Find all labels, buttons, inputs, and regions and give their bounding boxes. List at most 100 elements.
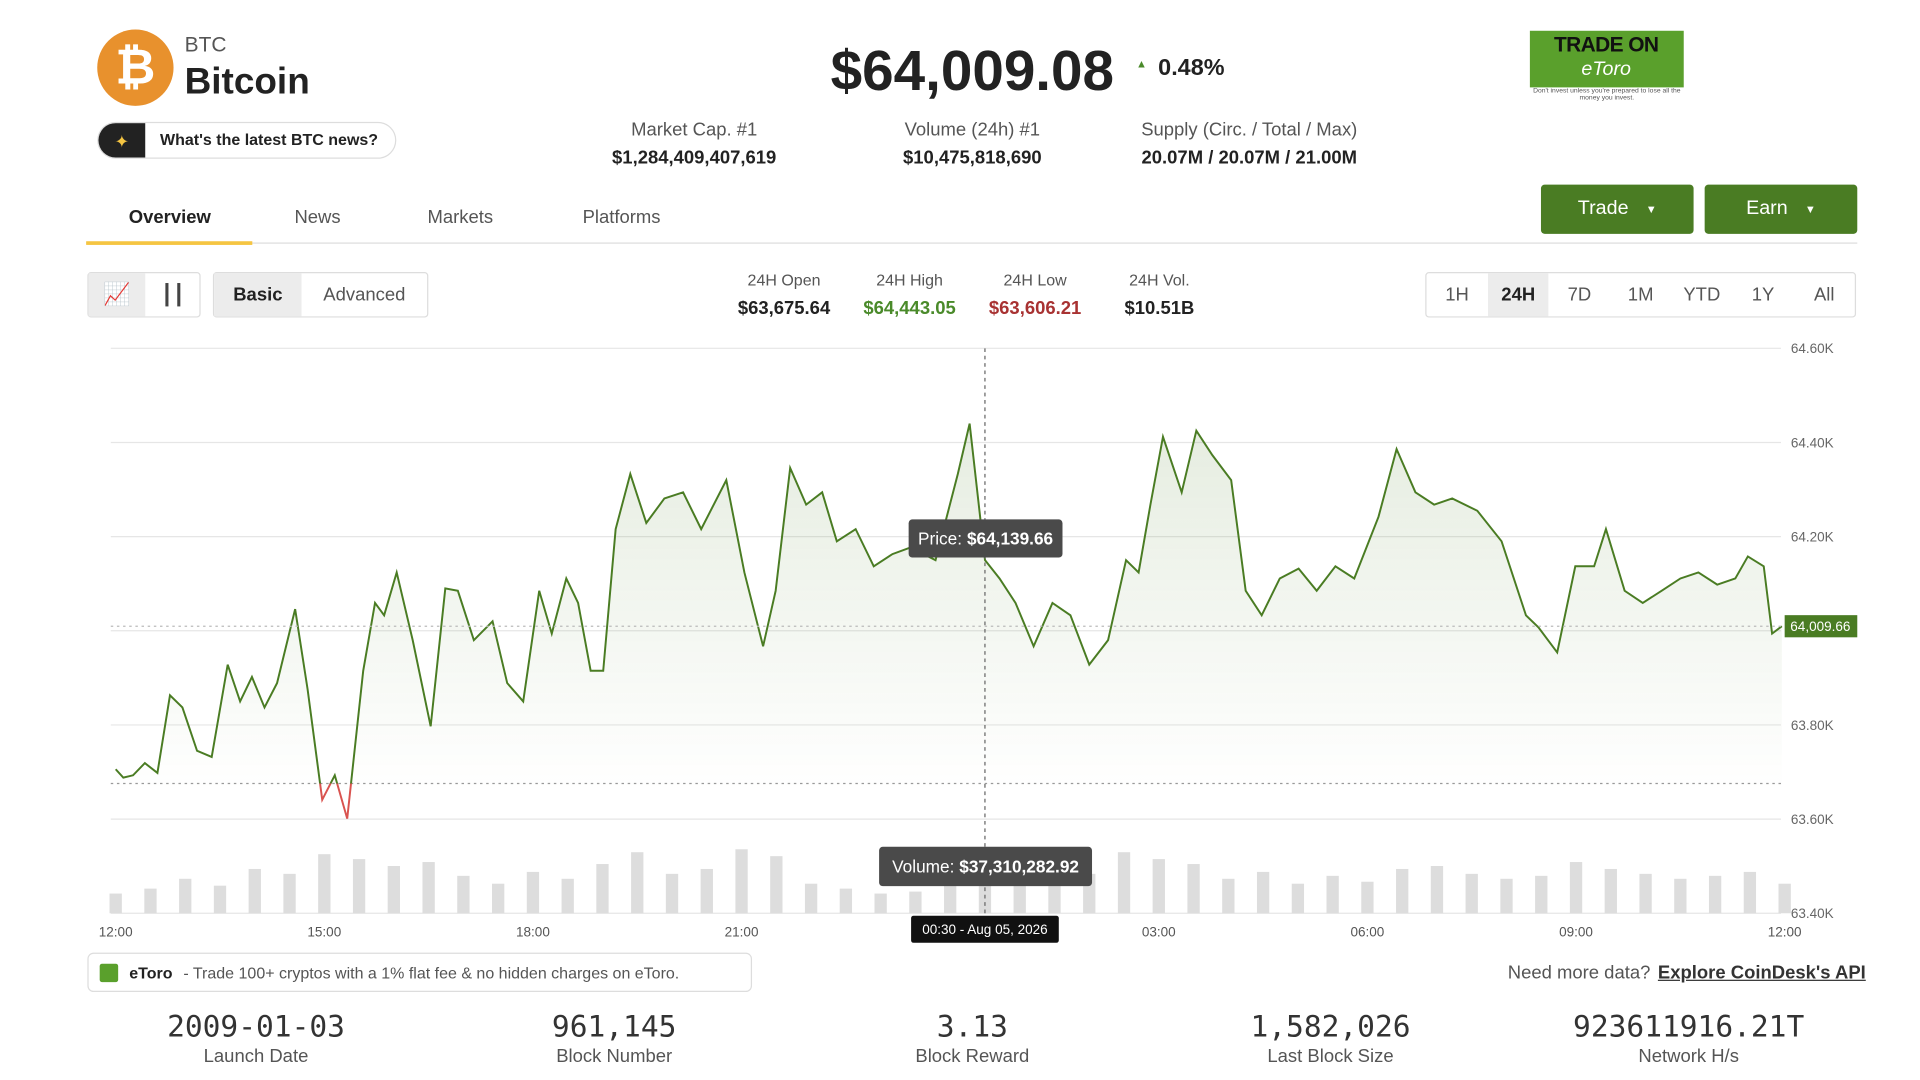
earn-button[interactable]: Earn ▼ [1704, 184, 1858, 234]
stat-label: Volume (24h) #1 [904, 119, 1041, 141]
news-pill[interactable]: ✦ What's the latest BTC news? [97, 121, 397, 159]
day-stat-value: $10.51B [1124, 297, 1195, 319]
range-button[interactable]: 1M [1627, 284, 1654, 306]
price-area [115, 423, 1782, 914]
stat-value: $1,284,409,407,619 [612, 147, 777, 169]
chart-type-toggle: 📈 ┃┃ [87, 272, 201, 318]
stat-label: Market Cap. #1 [631, 119, 758, 141]
x-tick-label: 09:00 [1559, 925, 1593, 940]
trade-button[interactable]: Trade ▼ [1540, 184, 1694, 234]
day-stat-value: $63,606.21 [988, 297, 1082, 319]
mode-button[interactable]: Advanced [323, 284, 406, 306]
day-stat-value: $64,443.05 [863, 297, 956, 319]
range-button[interactable]: 1Y [1751, 284, 1775, 306]
stat-value: 20.07M / 20.07M / 21.00M [1141, 147, 1358, 169]
range-button[interactable]: 24H [1487, 273, 1549, 317]
time-label: 00:30 - Aug 05, 2026 [922, 922, 1048, 937]
volume-tooltip-label: Volume: [892, 857, 954, 877]
volume-tooltip-value: $37,310,282.92 [959, 857, 1079, 877]
fact-value: 3.13 [936, 1009, 1008, 1044]
x-tick-label: 06:00 [1351, 925, 1385, 940]
day-stat-label: 24H Low [1003, 270, 1067, 290]
stat-value: $10,475,818,690 [903, 147, 1042, 169]
x-tick-label: 18:00 [516, 925, 550, 940]
fact-label: Block Number [556, 1046, 673, 1068]
symbol: BTC [184, 33, 227, 57]
ad-line2: eToro [1581, 59, 1632, 81]
promo-banner[interactable]: eToro - Trade 100+ cryptos with a 1% fla… [87, 952, 753, 993]
banner-brand: eToro [129, 963, 173, 983]
day-stat-label: 24H Open [747, 270, 821, 290]
range-button[interactable]: YTD [1683, 284, 1721, 306]
banner-text: - Trade 100+ cryptos with a 1% flat fee … [183, 963, 680, 983]
y-tick-label: 64.20K [1791, 530, 1834, 545]
y-tick-label: 63.40K [1791, 906, 1834, 921]
mode-toggle: Basic Advanced [212, 272, 429, 318]
tab[interactable]: Overview [128, 206, 211, 228]
mode-button[interactable]: Basic [214, 273, 302, 317]
x-tick-label: 21:00 [725, 925, 759, 940]
fact-value: 2009-01-03 [167, 1009, 345, 1044]
sparkle-icon: ✦ [98, 123, 146, 158]
tab-underline [86, 241, 253, 245]
price-tooltip-box [908, 519, 1063, 558]
fact-value: 961,145 [551, 1009, 677, 1044]
ad-disclaimer: Don't invest unless you're prepared to l… [1533, 87, 1681, 103]
price: $64,009.08 [830, 38, 1115, 103]
range-button[interactable]: 7D [1567, 284, 1592, 306]
y-tick-label: 63.60K [1791, 812, 1834, 827]
brand-icon [99, 963, 119, 983]
range-toggle: 1H 24H 7D 1M YTD 1Y All [1425, 272, 1857, 318]
range-button[interactable]: All [1813, 284, 1835, 306]
line-chart-button[interactable]: 📈 [88, 273, 146, 317]
range-button[interactable]: 1H [1445, 284, 1469, 306]
ad-line1: TRADE ON [1554, 33, 1659, 57]
day-stat-label: 24H Vol. [1129, 270, 1190, 290]
fact-value: 923611916.21T [1573, 1009, 1805, 1044]
day-stat-value: $63,675.64 [737, 297, 831, 319]
price-line [114, 423, 1783, 819]
volume-tooltip-box [879, 846, 1093, 887]
y-tick-label: 64.60K [1791, 341, 1834, 356]
price-tooltip: Price: $64,139.66 [918, 529, 1053, 549]
x-tick-label: 12:00 [1768, 925, 1802, 940]
x-tick-label: 15:00 [307, 925, 341, 940]
day-stat-label: 24H High [876, 270, 943, 290]
coin-name: Bitcoin [184, 61, 310, 103]
tab[interactable]: News [294, 206, 341, 228]
y-tick-label: 64.40K [1791, 435, 1834, 450]
api-prompt: Need more data? [1507, 962, 1651, 984]
last-price-label: 64,009.66 [1790, 619, 1850, 634]
button-label: Earn [1746, 198, 1788, 220]
up-arrow: ▲ [1136, 57, 1148, 71]
fact-label: Network H/s [1638, 1046, 1739, 1068]
caret: ▼ [1645, 203, 1657, 216]
stat-label: Supply (Circ. / Total / Max) [1141, 119, 1358, 141]
api-link[interactable]: Explore CoinDesk's API [1657, 962, 1866, 984]
tab-divider [86, 242, 1858, 244]
x-tick-label: 03:00 [1142, 925, 1176, 940]
fact-label: Block Reward [915, 1046, 1030, 1068]
price-tooltip-value: $64,139.66 [967, 529, 1053, 549]
news-prompt: What's the latest BTC news? [160, 130, 379, 149]
caret: ▼ [1804, 203, 1816, 216]
volume-tooltip: Volume: $37,310,282.92 [892, 857, 1079, 877]
coin-logo: ₿ [97, 29, 174, 106]
change: 0.48% [1158, 55, 1225, 82]
ad[interactable]: TRADE ON eToro [1529, 30, 1684, 88]
fact-label: Launch Date [203, 1046, 309, 1068]
fact-label: Last Block Size [1267, 1046, 1394, 1068]
time-label-box [911, 915, 1059, 943]
x-tick-label: 12:00 [99, 925, 133, 940]
fact-value: 1,582,026 [1250, 1009, 1411, 1044]
tab[interactable]: Markets [427, 206, 494, 228]
tab[interactable]: Platforms [582, 206, 661, 228]
price-tooltip-label: Price: [918, 529, 962, 549]
last-price-box [1784, 615, 1858, 638]
y-tick-label: 63.80K [1791, 718, 1834, 733]
button-label: Trade [1577, 198, 1629, 220]
candle-chart-button[interactable]: ┃┃ [161, 284, 185, 306]
